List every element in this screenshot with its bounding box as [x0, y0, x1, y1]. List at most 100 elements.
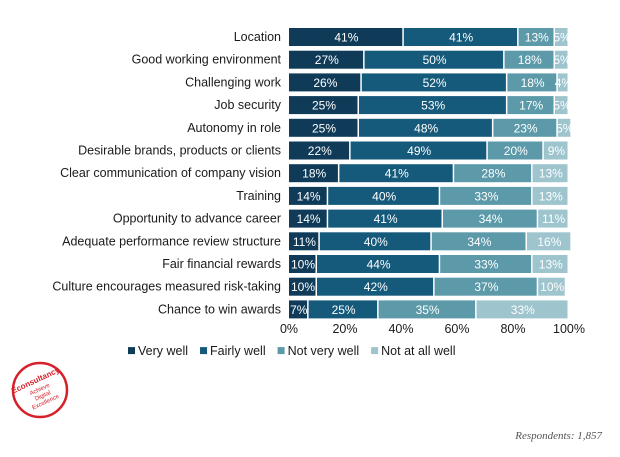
bar-segment	[289, 73, 361, 92]
data-label: 13%	[539, 167, 563, 181]
bar-segment	[527, 232, 571, 251]
x-axis-ticks: 0% 20% 40% 60% 80% 100%	[280, 322, 585, 336]
category-label: Culture encourages measured risk-taking	[52, 280, 281, 294]
data-label: 34%	[467, 235, 491, 249]
data-label: 14%	[297, 189, 321, 203]
x-tick-label: 20%	[332, 322, 357, 336]
category-label: Challenging work	[185, 75, 282, 89]
data-label: 5%	[553, 53, 571, 67]
data-label: 33%	[474, 189, 498, 203]
bar-segment	[350, 141, 487, 160]
bar-segment	[339, 164, 453, 183]
bar-segment	[532, 164, 568, 183]
data-label: 50%	[423, 53, 447, 67]
data-label: 7%	[290, 303, 308, 317]
category-label: Job security	[214, 98, 281, 112]
data-label: 16%	[537, 235, 561, 249]
bar-segment	[555, 50, 568, 69]
legend-label: Not at all well	[381, 344, 455, 358]
data-label: 14%	[297, 212, 321, 226]
category-label: Fair financial rewards	[162, 257, 281, 271]
bar-segment	[557, 118, 571, 137]
data-label: 42%	[364, 280, 388, 294]
category-label: Adequate performance review structure	[62, 234, 281, 248]
data-label: 23%	[514, 121, 538, 135]
data-label: 13%	[539, 189, 563, 203]
bar-segment	[317, 277, 434, 296]
bar-segment	[289, 300, 308, 319]
data-label: 28%	[481, 167, 505, 181]
bar-segment	[532, 255, 568, 273]
category-label: Clear communication of company vision	[60, 166, 281, 180]
bars-layer: 41% 41% 13% 5% 27% 50% 18% 5% 26% 52% 18% 4% 25% 53% 1…	[289, 28, 574, 319]
bar-segment	[507, 73, 557, 92]
bar-segment	[557, 73, 568, 92]
bar-segment	[328, 209, 442, 228]
bar-segment	[289, 232, 319, 251]
data-label: 5%	[556, 121, 574, 135]
data-label: 41%	[374, 212, 398, 226]
bar-segment	[289, 118, 358, 137]
data-label: 13%	[539, 258, 563, 272]
data-label: 10%	[540, 280, 564, 294]
data-label: 40%	[364, 235, 388, 249]
bar-segment	[555, 96, 568, 115]
bar-segment	[328, 186, 439, 205]
bar-segment	[289, 141, 350, 160]
bar-segment	[361, 73, 506, 92]
x-tick-label: 0%	[280, 322, 298, 336]
data-label: 37%	[474, 280, 498, 294]
bar-segment	[289, 96, 358, 115]
bar-segment	[454, 164, 532, 183]
category-label: Autonomy in role	[187, 121, 281, 135]
category-label: Opportunity to advance career	[113, 212, 281, 226]
data-label: 25%	[332, 303, 356, 317]
bar-segment	[507, 96, 554, 115]
bar-segment	[289, 28, 403, 46]
data-label: 11%	[542, 212, 565, 226]
data-label: 33%	[511, 303, 535, 317]
bar-segment	[289, 209, 327, 228]
bar-segment	[289, 255, 316, 273]
data-label: 18%	[521, 76, 545, 90]
legend-label: Very well	[138, 344, 188, 358]
respondents-footnote: Respondents: 1,857	[515, 430, 602, 442]
bar-segment	[532, 186, 568, 205]
x-tick-label: 80%	[500, 322, 525, 336]
bar-segment	[431, 232, 526, 251]
bar-segment	[493, 118, 557, 137]
bar-segment	[443, 209, 537, 228]
legend-swatch	[200, 347, 208, 355]
data-label: 18%	[302, 167, 326, 181]
x-tick-label: 60%	[444, 322, 469, 336]
bar-segment	[518, 28, 554, 46]
category-label: Good working environment	[132, 53, 282, 67]
data-label: 49%	[407, 144, 431, 158]
data-label: 53%	[421, 99, 445, 113]
data-label: 5%	[553, 31, 571, 45]
data-label: 35%	[416, 303, 440, 317]
bar-segment	[555, 28, 568, 46]
data-label: 34%	[479, 212, 503, 226]
data-label: 5%	[553, 99, 571, 113]
legend-swatch	[371, 347, 379, 355]
data-label: 10%	[291, 280, 315, 294]
bar-segment	[319, 232, 431, 251]
data-label: 17%	[519, 99, 543, 113]
bar-segment	[317, 255, 439, 273]
bar-segment	[359, 118, 492, 137]
bar-segment	[289, 164, 338, 183]
data-label: 18%	[518, 53, 542, 67]
data-label: 20%	[504, 144, 528, 158]
bar-segment	[476, 300, 568, 319]
bar-segment	[289, 186, 327, 205]
legend-label: Not very well	[288, 344, 360, 358]
data-label: 33%	[474, 258, 498, 272]
bar-segment	[538, 209, 568, 228]
data-label: 9%	[548, 144, 566, 158]
data-label: 52%	[423, 76, 447, 90]
data-label: 41%	[449, 31, 473, 45]
legend-swatch	[277, 347, 285, 355]
x-tick-label: 40%	[388, 322, 413, 336]
